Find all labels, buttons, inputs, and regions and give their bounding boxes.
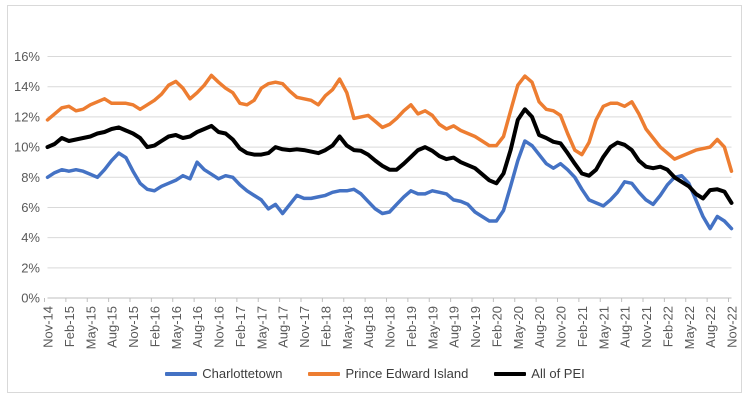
legend-swatch-charlottetown bbox=[165, 371, 198, 376]
x-tick-label: Nov-15 bbox=[126, 306, 141, 348]
y-tick-label: 16% bbox=[14, 49, 40, 64]
x-tick-label: Aug-21 bbox=[618, 306, 633, 348]
x-tick-label: Aug-20 bbox=[532, 306, 547, 348]
x-tick-label: Nov-14 bbox=[41, 306, 56, 348]
x-tick-label: May-17 bbox=[254, 306, 269, 349]
x-tick-label: Aug-15 bbox=[105, 306, 120, 348]
y-tick-label: 14% bbox=[14, 79, 40, 94]
legend-item-charlottetown: Charlottetown bbox=[165, 366, 282, 381]
x-tick-label: Nov-18 bbox=[383, 306, 398, 348]
x-tick-label: Aug-19 bbox=[447, 306, 462, 348]
x-tick-label: Aug-17 bbox=[276, 306, 291, 348]
y-tick-label: 0% bbox=[21, 291, 40, 306]
x-tick-label: May-21 bbox=[596, 306, 611, 349]
legend-label-charlottetown: Charlottetown bbox=[202, 366, 283, 381]
x-tick-label: Feb-22 bbox=[660, 306, 675, 347]
x-tick-label: May-19 bbox=[425, 306, 440, 349]
x-tick-label: Nov-16 bbox=[212, 306, 227, 348]
legend-label-prince-edward-island: Prince Edward Island bbox=[345, 366, 469, 381]
x-tick-label: May-20 bbox=[511, 306, 526, 349]
x-tick-label: Feb-20 bbox=[489, 306, 504, 347]
x-tick-label: Aug-16 bbox=[190, 306, 205, 348]
legend-swatch-all-of-pei bbox=[494, 371, 527, 376]
series-line-prince-edward-island bbox=[45, 73, 734, 173]
legend: Charlottetown Prince Edward Island All o… bbox=[0, 366, 750, 381]
x-tick-label: Feb-19 bbox=[404, 306, 419, 347]
x-tick-label: Nov-20 bbox=[554, 306, 569, 348]
x-tick-label: Nov-21 bbox=[639, 306, 654, 348]
x-tick-label: Feb-15 bbox=[62, 306, 77, 347]
y-tick-label: 12% bbox=[14, 109, 40, 124]
x-tick-label: Nov-17 bbox=[297, 306, 312, 348]
x-tick-label: May-22 bbox=[682, 306, 697, 349]
x-tick-label: Feb-18 bbox=[318, 306, 333, 347]
x-tick-label: Aug-22 bbox=[703, 306, 718, 348]
x-tick-label: Feb-16 bbox=[147, 306, 162, 347]
x-tick-label: Nov-19 bbox=[468, 306, 483, 348]
x-tick-label: May-16 bbox=[169, 306, 184, 349]
y-tick-label: 6% bbox=[21, 200, 40, 215]
x-tick-label: May-18 bbox=[340, 306, 355, 349]
legend-item-prince-edward-island: Prince Edward Island bbox=[308, 366, 468, 381]
x-tick-label: Nov-22 bbox=[725, 306, 740, 348]
y-tick-label: 2% bbox=[21, 260, 40, 275]
x-tick-label: Feb-17 bbox=[233, 306, 248, 347]
x-tick-label: May-15 bbox=[83, 306, 98, 349]
y-tick-label: 4% bbox=[21, 230, 40, 245]
series-line-all-of-pei bbox=[45, 107, 734, 205]
y-tick-label: 10% bbox=[14, 140, 40, 155]
legend-label-all-of-pei: All of PEI bbox=[531, 366, 585, 381]
x-tick-label: Aug-18 bbox=[361, 306, 376, 348]
x-tick-label: Feb-21 bbox=[575, 306, 590, 347]
legend-item-all-of-pei: All of PEI bbox=[494, 366, 585, 381]
series-line-charlottetown bbox=[45, 139, 734, 231]
legend-swatch-prince-edward-island bbox=[308, 371, 341, 376]
y-tick-label: 8% bbox=[21, 170, 40, 185]
